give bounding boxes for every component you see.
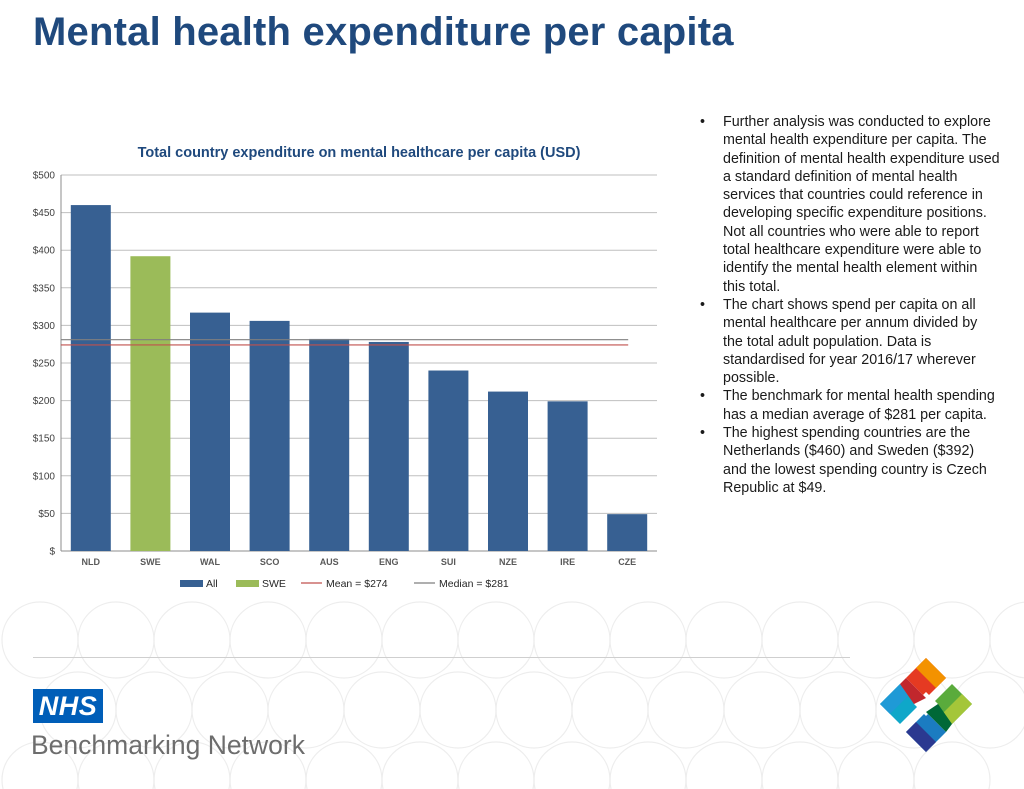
benchmarking-network-logo-icon [880, 658, 972, 752]
bullet-icon: • [700, 425, 706, 442]
y-tick-label: $150 [33, 434, 56, 445]
legend-swatch [236, 580, 259, 587]
y-tick-label: $500 [33, 171, 56, 182]
bullet-text: Further analysis was conducted to explor… [723, 114, 1000, 295]
bullet-icon: • [700, 388, 706, 405]
bullet-icon: • [700, 114, 706, 130]
bar-wal [190, 312, 230, 551]
y-tick-label: $200 [33, 396, 56, 407]
y-tick-label: $100 [33, 471, 56, 482]
legend-label: Median = $281 [439, 578, 509, 590]
x-tick-label: NLD [82, 557, 101, 567]
y-tick-label: $450 [33, 208, 56, 219]
bullet-item: • The chart shows spend per capita on all… [700, 296, 1000, 387]
x-tick-label: IRE [560, 557, 575, 567]
legend-label: Mean = $274 [326, 578, 388, 590]
bar-nze [488, 391, 528, 551]
background-pattern [1, 601, 1024, 789]
bar-nld [70, 205, 111, 551]
y-tick-label: $50 [38, 509, 55, 520]
analysis-bullet-list: • Further analysis was conducted to explo… [700, 113, 1000, 497]
nhs-logo: NHS [33, 689, 103, 723]
x-tick-label: NZE [499, 557, 517, 567]
x-tick-label: WAL [200, 557, 220, 567]
x-tick-label: SWE [140, 557, 161, 567]
expenditure-bar-chart: Total country expenditure on mental heal… [33, 145, 657, 590]
bar-cze [607, 514, 648, 551]
bullet-text: The chart shows spend per capita on all … [723, 296, 978, 387]
chart-title: Total country expenditure on mental heal… [138, 145, 581, 161]
x-tick-label: CZE [618, 557, 636, 567]
y-tick-label: $400 [33, 246, 56, 257]
y-tick-label: $250 [33, 359, 56, 370]
y-tick-label: $300 [33, 321, 56, 332]
legend-label: SWE [262, 578, 286, 590]
bullet-item: • The highest spending countries are the … [700, 424, 1000, 497]
bullet-text: The benchmark for mental health spending… [723, 388, 995, 423]
bullet-item: • The benchmark for mental health spendin… [700, 387, 1000, 424]
network-name: Benchmarking Network [31, 730, 305, 760]
bar-sco [249, 320, 290, 551]
x-tick-label: ENG [379, 557, 399, 567]
x-tick-label: SUI [441, 557, 456, 567]
footer-divider [33, 657, 850, 658]
bar-sui [428, 370, 469, 551]
bar-eng [368, 341, 409, 551]
legend-label: All [206, 578, 218, 590]
y-tick-label: $350 [33, 283, 56, 294]
x-tick-label: AUS [320, 557, 339, 567]
bar-aus [309, 338, 350, 551]
x-tick-label: SCO [260, 557, 280, 567]
bar-ire [547, 401, 588, 551]
bullet-text: The highest spending countries are the N… [723, 425, 987, 496]
page-title: Mental health expenditure per capita [33, 10, 734, 54]
bar-swe [130, 256, 171, 551]
y-tick-label: $ [49, 547, 55, 558]
legend-swatch [180, 580, 203, 587]
bullet-item: • Further analysis was conducted to explo… [700, 113, 1000, 296]
bullet-icon: • [700, 296, 706, 313]
